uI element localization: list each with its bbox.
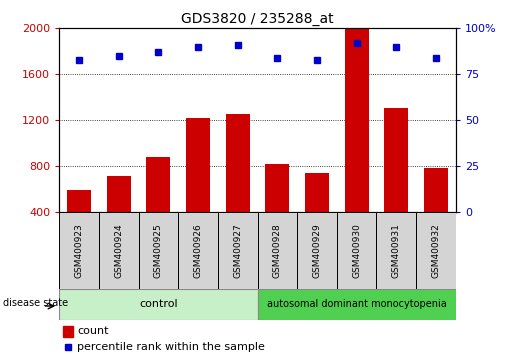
Bar xyxy=(67,190,91,212)
Bar xyxy=(226,114,250,212)
Text: percentile rank within the sample: percentile rank within the sample xyxy=(77,342,265,352)
Bar xyxy=(337,212,376,289)
Text: GSM400924: GSM400924 xyxy=(114,223,123,278)
Text: disease state: disease state xyxy=(3,298,68,308)
Text: GSM400931: GSM400931 xyxy=(392,223,401,278)
Text: GSM400928: GSM400928 xyxy=(273,223,282,278)
Bar xyxy=(265,164,289,212)
Text: GSM400929: GSM400929 xyxy=(313,223,321,278)
Bar xyxy=(258,212,297,289)
Bar xyxy=(297,212,337,289)
Bar xyxy=(376,212,416,289)
Bar xyxy=(99,212,139,289)
Text: GSM400930: GSM400930 xyxy=(352,223,361,278)
Bar xyxy=(384,108,408,212)
Bar xyxy=(178,212,218,289)
Bar xyxy=(345,29,369,212)
Bar xyxy=(186,118,210,212)
Bar xyxy=(305,173,329,212)
Text: GSM400925: GSM400925 xyxy=(154,223,163,278)
Bar xyxy=(59,212,99,289)
Text: autosomal dominant monocytopenia: autosomal dominant monocytopenia xyxy=(267,299,447,309)
Bar xyxy=(139,212,178,289)
Text: GSM400923: GSM400923 xyxy=(75,223,83,278)
Bar xyxy=(107,176,131,212)
Bar xyxy=(416,212,456,289)
Title: GDS3820 / 235288_at: GDS3820 / 235288_at xyxy=(181,12,334,26)
Text: GSM400926: GSM400926 xyxy=(194,223,202,278)
Bar xyxy=(146,157,170,212)
Text: count: count xyxy=(77,326,109,336)
Bar xyxy=(218,212,258,289)
Text: GSM400932: GSM400932 xyxy=(432,223,440,278)
Bar xyxy=(63,326,73,337)
Text: control: control xyxy=(139,299,178,309)
Text: GSM400927: GSM400927 xyxy=(233,223,242,278)
Bar xyxy=(258,289,456,320)
Bar xyxy=(59,289,258,320)
Bar xyxy=(424,167,448,212)
